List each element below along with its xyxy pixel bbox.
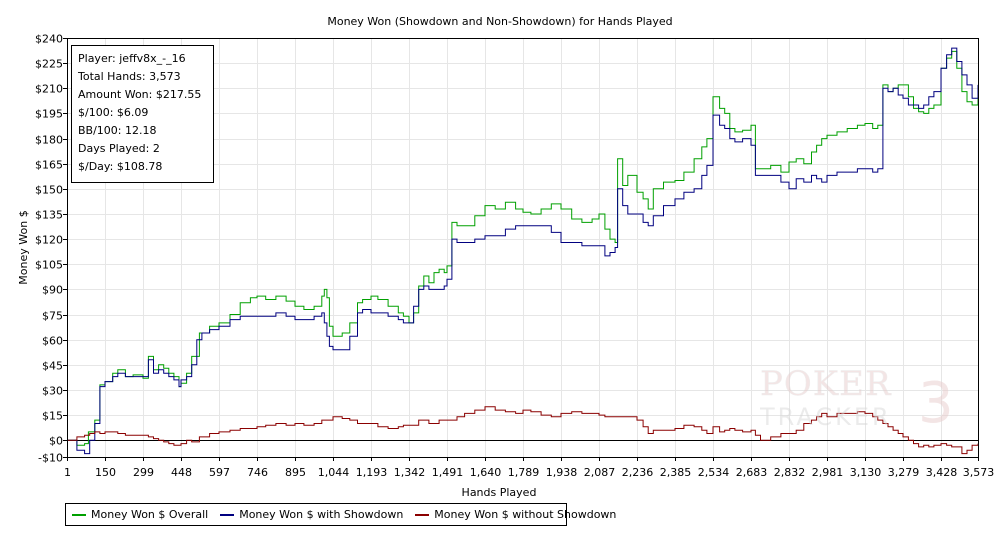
x-tick-label: 2,534 [698, 466, 730, 479]
x-tick-label: 895 [285, 466, 306, 479]
x-tick-label: 1,342 [394, 466, 426, 479]
y-tick-label: $150 [35, 184, 63, 197]
x-tick-label: 2,683 [736, 466, 768, 479]
y-tick-label: $75 [42, 310, 63, 323]
x-tick-label: 1,491 [432, 466, 464, 479]
watermark-line1: POKER [760, 364, 892, 404]
y-tick-label: $120 [35, 234, 63, 247]
y-tick-label: $15 [42, 410, 63, 423]
watermark-numeral: 3 [918, 371, 954, 435]
x-tick-label: 3,130 [850, 466, 882, 479]
x-tick-label: 2,832 [774, 466, 806, 479]
y-tick-label: -$10 [38, 452, 63, 465]
series-lines [67, 47, 979, 455]
y-axis: -$10 $0 $15 $30 $45 $60 $75 $90 $105 $120 $135 $150… [35, 33, 67, 465]
stat-bb-100: BB/100: 12.18 [78, 124, 157, 137]
y-tick-label: $60 [42, 335, 63, 348]
y-tick-label: $30 [42, 385, 63, 398]
y-tick-label: $45 [42, 360, 63, 373]
series-line-overall [67, 50, 979, 446]
x-tick-label: 1,789 [508, 466, 540, 479]
chart-title: Money Won (Showdown and Non-Showdown) fo… [327, 15, 672, 28]
legend-item-overall[interactable]: Money Won $ Overall [72, 508, 208, 521]
y-tick-label: $195 [35, 108, 63, 121]
y-tick-label: $90 [42, 284, 63, 297]
x-tick-label: 3,573 [963, 466, 995, 479]
x-tick-label: 1,193 [356, 466, 388, 479]
legend-swatch-showdown [220, 513, 235, 516]
x-axis: 1 150 299 448 597 746 895 1,044 1,193 1,342 1,491 1… [64, 457, 994, 479]
stats-box: Player: jeffv8x_-_16 Total Hands: 3,573 … [71, 45, 214, 183]
x-tick-label: 746 [247, 466, 268, 479]
x-tick-label: 1,044 [318, 466, 350, 479]
legend-label-non-showdown: Money Won $ without Showdown [434, 508, 617, 521]
x-tick-label: 448 [171, 466, 192, 479]
stat-total-hands: Total Hands: 3,573 [78, 70, 181, 83]
y-axis-title: Money Won $ [17, 210, 30, 284]
x-tick-label: 2,236 [622, 466, 654, 479]
x-tick-label: 1,938 [546, 466, 578, 479]
x-tick-label: 1 [64, 466, 71, 479]
x-tick-label: 2,087 [584, 466, 616, 479]
x-axis-title: Hands Played [462, 486, 537, 499]
y-tick-label: $240 [35, 33, 63, 46]
y-tick-label: $165 [35, 159, 63, 172]
y-tick-label: $0 [49, 435, 63, 448]
stat-per-day: $/Day: $108.78 [78, 160, 163, 173]
legend-label-overall: Money Won $ Overall [91, 508, 209, 521]
legend-swatch-overall [72, 513, 86, 516]
legend-item-non-showdown[interactable]: Money Won $ without Showdown [415, 508, 616, 521]
y-tick-label: $135 [35, 209, 63, 222]
x-tick-label: 1,640 [470, 466, 502, 479]
x-tick-label: 597 [209, 466, 230, 479]
y-tick-label: $105 [35, 259, 63, 272]
x-tick-label: 150 [95, 466, 116, 479]
x-tick-label: 3,428 [926, 466, 958, 479]
y-tick-label: $180 [35, 134, 63, 147]
stat-days-played: Days Played: 2 [78, 142, 160, 155]
series-line-showdown [67, 47, 979, 455]
x-tick-label: 299 [133, 466, 154, 479]
stat-per-100: $/100: $6.09 [78, 106, 149, 119]
legend: Money Won $ Overall Money Won $ with Sho… [65, 503, 616, 526]
watermark-line2: TRACKER [760, 403, 892, 431]
legend-swatch-non-showdown [415, 513, 430, 516]
y-tick-label: $225 [35, 58, 63, 71]
stat-amount-won: Amount Won: $217.55 [78, 88, 202, 101]
pokertracker-watermark: POKER TRACKER 3 [760, 364, 954, 435]
series-line-non-showdown [67, 406, 979, 455]
x-tick-label: 3,279 [888, 466, 920, 479]
x-tick-label: 2,385 [660, 466, 692, 479]
legend-item-showdown[interactable]: Money Won $ with Showdown [220, 508, 403, 521]
stat-player: Player: jeffv8x_-_16 [78, 52, 186, 65]
x-tick-label: 2,981 [812, 466, 844, 479]
plot-area [67, 38, 978, 457]
legend-label-showdown: Money Won $ with Showdown [239, 508, 404, 521]
y-tick-label: $210 [35, 83, 63, 96]
